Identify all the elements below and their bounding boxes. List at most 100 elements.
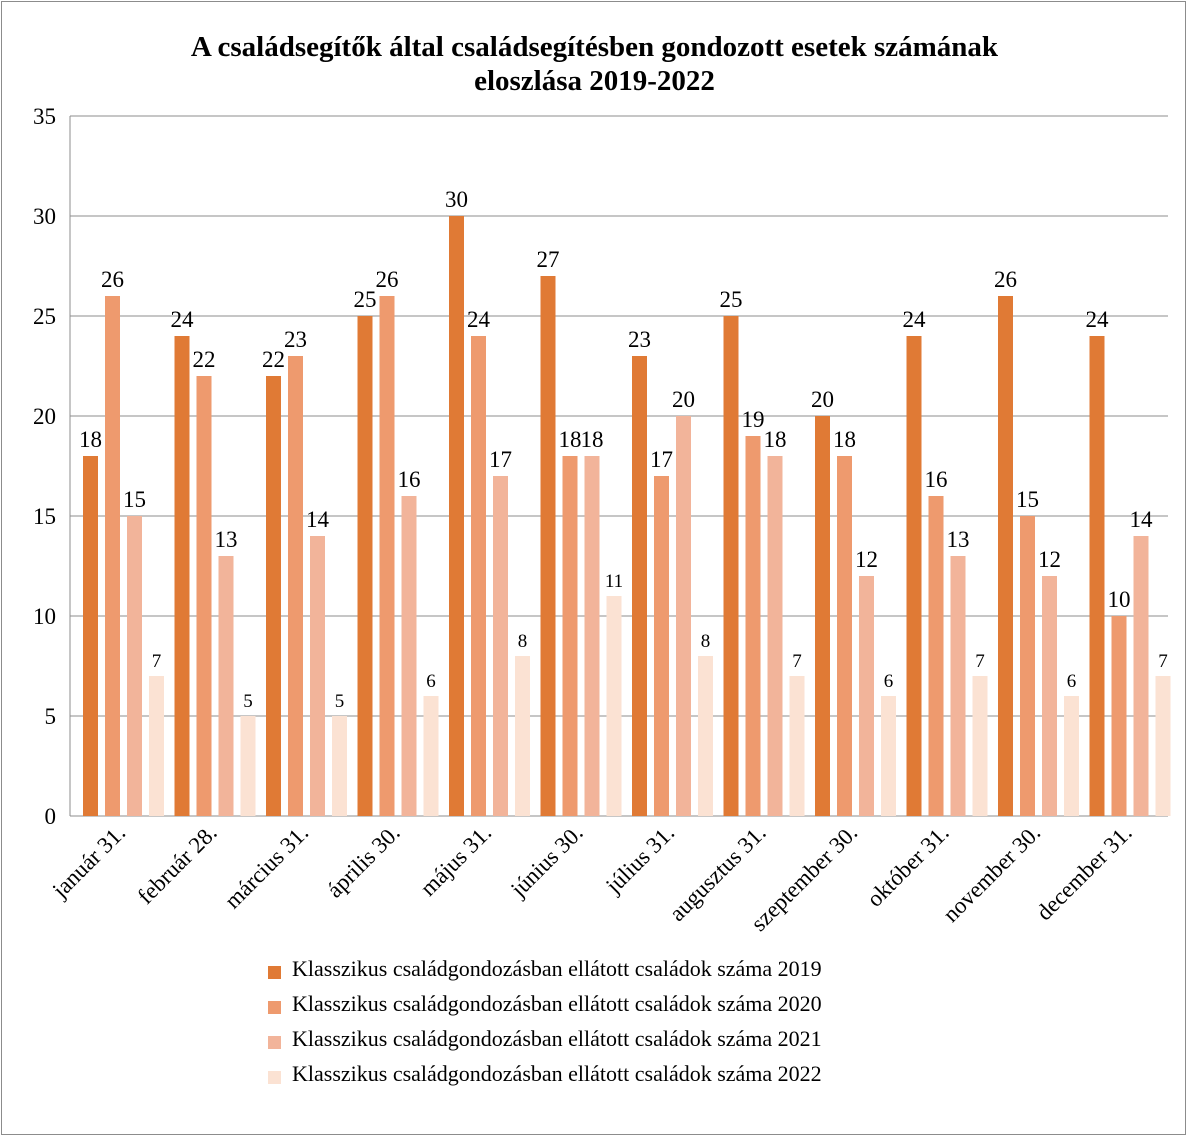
bar-1 xyxy=(1090,336,1105,816)
legend-label: Klasszikus családgondozásban ellátott cs… xyxy=(292,956,822,982)
bar-2 xyxy=(1112,616,1127,816)
bar-1 xyxy=(724,316,739,816)
bar-2 xyxy=(471,336,486,816)
bar-4 xyxy=(973,676,988,816)
y-tick-label: 15 xyxy=(33,504,56,529)
y-tick-label: 10 xyxy=(33,604,56,629)
x-tick-label: november 30. xyxy=(938,820,1045,927)
data-label: 30 xyxy=(445,187,468,212)
bar-3 xyxy=(859,576,874,816)
bar-3 xyxy=(676,416,691,816)
bar-1 xyxy=(358,316,373,816)
data-label: 17 xyxy=(489,447,512,472)
legend-label: Klasszikus családgondozásban ellátott cs… xyxy=(292,1026,822,1052)
data-label: 25 xyxy=(720,287,743,312)
bar-1 xyxy=(541,276,556,816)
x-tick-label: június 30. xyxy=(505,820,588,903)
data-label: 20 xyxy=(672,387,695,412)
data-label: 24 xyxy=(1086,307,1110,332)
data-label: 5 xyxy=(335,691,345,712)
bar-4 xyxy=(1064,696,1079,816)
bar-4 xyxy=(332,716,347,816)
data-label: 16 xyxy=(925,467,948,492)
legend-label: Klasszikus családgondozásban ellátott cs… xyxy=(292,991,822,1017)
bar-4 xyxy=(698,656,713,816)
bar-4 xyxy=(424,696,439,816)
data-label: 6 xyxy=(426,671,436,692)
data-label: 20 xyxy=(811,387,834,412)
bar-3 xyxy=(219,556,234,816)
y-tick-label: 35 xyxy=(33,104,56,129)
data-label: 13 xyxy=(947,527,970,552)
x-tick-label: március 31. xyxy=(220,820,314,914)
bar-1 xyxy=(83,456,98,816)
data-label: 16 xyxy=(398,467,421,492)
data-label: 15 xyxy=(123,487,146,512)
data-label: 26 xyxy=(376,267,399,292)
data-label: 10 xyxy=(1108,587,1131,612)
bar-2 xyxy=(563,456,578,816)
legend-label: Klasszikus családgondozásban ellátott cs… xyxy=(292,1061,822,1087)
data-label: 14 xyxy=(306,507,330,532)
legend-swatch xyxy=(268,1071,281,1084)
x-tick-label: február 28. xyxy=(133,820,222,909)
legend-swatch xyxy=(268,1036,281,1049)
data-label: 6 xyxy=(1067,671,1077,692)
data-label: 25 xyxy=(354,287,377,312)
data-label: 7 xyxy=(1158,651,1168,672)
bar-4 xyxy=(1156,676,1171,816)
y-tick-label: 30 xyxy=(33,204,56,229)
bar-1 xyxy=(449,216,464,816)
bar-2 xyxy=(1020,516,1035,816)
legend-swatch xyxy=(268,966,281,979)
data-label: 7 xyxy=(792,651,802,672)
bar-2 xyxy=(380,296,395,816)
data-label: 19 xyxy=(742,407,765,432)
bar-4 xyxy=(790,676,805,816)
bar-chart: 0 5 10 15 20 25 30 35 18 26 15 7 január 31. 24 22 13 5 fe… xyxy=(0,0,1189,950)
bar-1 xyxy=(815,416,830,816)
x-tick-label: január 31. xyxy=(47,820,130,903)
data-label: 17 xyxy=(650,447,673,472)
bar-2 xyxy=(654,476,669,816)
bar-3 xyxy=(585,456,600,816)
data-label: 23 xyxy=(284,327,307,352)
data-label: 7 xyxy=(975,651,985,672)
data-label: 12 xyxy=(855,547,878,572)
x-tick-label: július 31. xyxy=(600,820,679,899)
data-label: 13 xyxy=(215,527,238,552)
bar-2 xyxy=(288,356,303,816)
y-tick-label: 25 xyxy=(33,304,56,329)
data-label: 18 xyxy=(79,427,102,452)
bar-2 xyxy=(105,296,120,816)
bar-1 xyxy=(907,336,922,816)
bar-2 xyxy=(197,376,212,816)
bar-4 xyxy=(881,696,896,816)
data-label: 8 xyxy=(701,631,711,652)
data-label: 5 xyxy=(243,691,253,712)
x-tick-label: május 31. xyxy=(415,820,496,901)
bar-3 xyxy=(493,476,508,816)
bar-2 xyxy=(746,436,761,816)
bar-1 xyxy=(998,296,1013,816)
data-label: 26 xyxy=(101,267,124,292)
data-label: 22 xyxy=(262,347,285,372)
bar-2 xyxy=(837,456,852,816)
x-tick-label: április 30. xyxy=(322,820,405,903)
data-label: 22 xyxy=(193,347,216,372)
bar-1 xyxy=(175,336,190,816)
x-tick-label: október 31. xyxy=(862,820,954,912)
legend-swatch xyxy=(268,1001,281,1014)
data-label: 24 xyxy=(171,307,195,332)
data-label: 27 xyxy=(537,247,560,272)
bar-1 xyxy=(266,376,281,816)
y-tick-label: 0 xyxy=(45,804,57,829)
bar-3 xyxy=(127,516,142,816)
data-label: 14 xyxy=(1130,507,1154,532)
bar-3 xyxy=(1134,536,1149,816)
bar-4 xyxy=(241,716,256,816)
data-label: 23 xyxy=(628,327,651,352)
data-label: 18 xyxy=(833,427,856,452)
data-label: 18 xyxy=(581,427,604,452)
data-label: 8 xyxy=(518,631,528,652)
